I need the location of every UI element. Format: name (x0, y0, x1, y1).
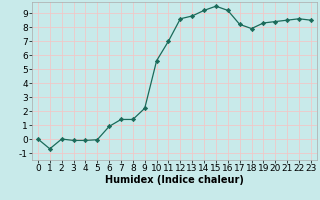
X-axis label: Humidex (Indice chaleur): Humidex (Indice chaleur) (105, 175, 244, 185)
